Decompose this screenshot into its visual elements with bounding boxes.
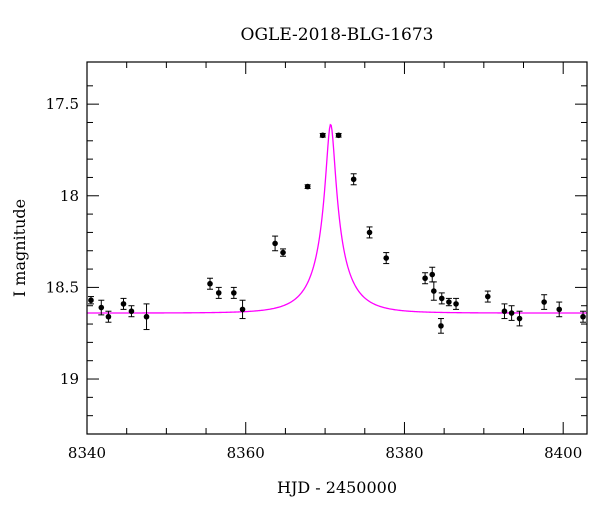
data-point [383, 252, 390, 265]
data-point [304, 183, 311, 190]
data-point-marker [120, 301, 127, 307]
data-point [508, 305, 515, 321]
data-point [422, 272, 429, 285]
data-point [272, 235, 279, 252]
data-point-marker [98, 304, 105, 311]
y-tick-label: 18.5 [46, 278, 79, 296]
data-point [484, 290, 491, 303]
data-point-marker [453, 301, 459, 307]
data-point-marker [231, 290, 237, 296]
data-point [207, 277, 214, 290]
data-point [230, 286, 237, 299]
model-curve [87, 123, 587, 314]
data-point-marker [143, 313, 150, 320]
data-point [429, 266, 436, 283]
x-tick-label: 8380 [385, 444, 423, 462]
data-point-marker [335, 132, 342, 139]
data-point-marker [304, 183, 311, 190]
data-point [319, 132, 326, 139]
data-point-marker [501, 308, 508, 315]
data-point-marker [319, 132, 326, 139]
data-point-marker [207, 280, 213, 287]
data-point [556, 301, 563, 318]
data-point-marker [429, 271, 436, 278]
data-point [453, 297, 460, 310]
data-point-marker [215, 290, 222, 296]
data-point [541, 294, 548, 310]
data-point [445, 297, 452, 307]
x-tick-label: 8340 [68, 444, 106, 462]
data-point [335, 132, 342, 139]
data-point [143, 303, 150, 331]
data-point [105, 310, 112, 323]
y-tick-label: 18 [60, 187, 79, 205]
x-tick-label: 8400 [544, 444, 582, 462]
data-point [280, 248, 287, 257]
data-point-marker [484, 293, 491, 300]
data-point-marker [105, 313, 112, 320]
data-point [120, 297, 127, 310]
y-tick-label: 19 [60, 370, 79, 388]
data-point [350, 173, 357, 186]
data-point [438, 292, 445, 305]
data-point [366, 226, 373, 239]
data-point [501, 303, 508, 320]
data-point-marker [280, 249, 286, 256]
x-tick-label: 8360 [227, 444, 265, 462]
plot-area [87, 123, 587, 334]
data-point [580, 310, 587, 323]
data-point-marker [128, 308, 135, 315]
data-point [437, 318, 444, 334]
data-point [239, 299, 246, 320]
data-point-marker [88, 297, 94, 304]
data-point-marker [431, 288, 437, 294]
data-point-marker [508, 310, 515, 316]
data-point-marker [272, 240, 278, 247]
data-point [430, 281, 437, 301]
data-point-marker [366, 229, 373, 236]
data-point [215, 286, 222, 299]
x-axis-label: HJD - 2450000 [277, 478, 397, 497]
data-point-marker [580, 313, 586, 320]
data-point-marker [446, 299, 452, 305]
y-axis-label: I magnitude [10, 199, 29, 297]
data-point-marker [541, 299, 547, 305]
plot-frame [86, 61, 588, 435]
y-tick-label: 17.5 [46, 95, 79, 113]
data-point [98, 299, 105, 316]
data-point [128, 305, 135, 318]
chart-title: OGLE-2018-BLG-1673 [241, 25, 434, 45]
data-point-marker [422, 275, 428, 282]
data-point [516, 310, 523, 327]
data-point-marker [239, 306, 246, 313]
data-point-marker [556, 306, 563, 313]
data-point-marker [438, 323, 444, 329]
data-point-marker [438, 295, 445, 302]
data-point [87, 296, 94, 305]
data-point-marker [516, 315, 523, 322]
data-point-marker [383, 255, 390, 261]
axis-ticks: 8340 8360 8380 8400 17.5 18 18.5 19 [46, 62, 587, 462]
data-point-marker [350, 176, 357, 183]
